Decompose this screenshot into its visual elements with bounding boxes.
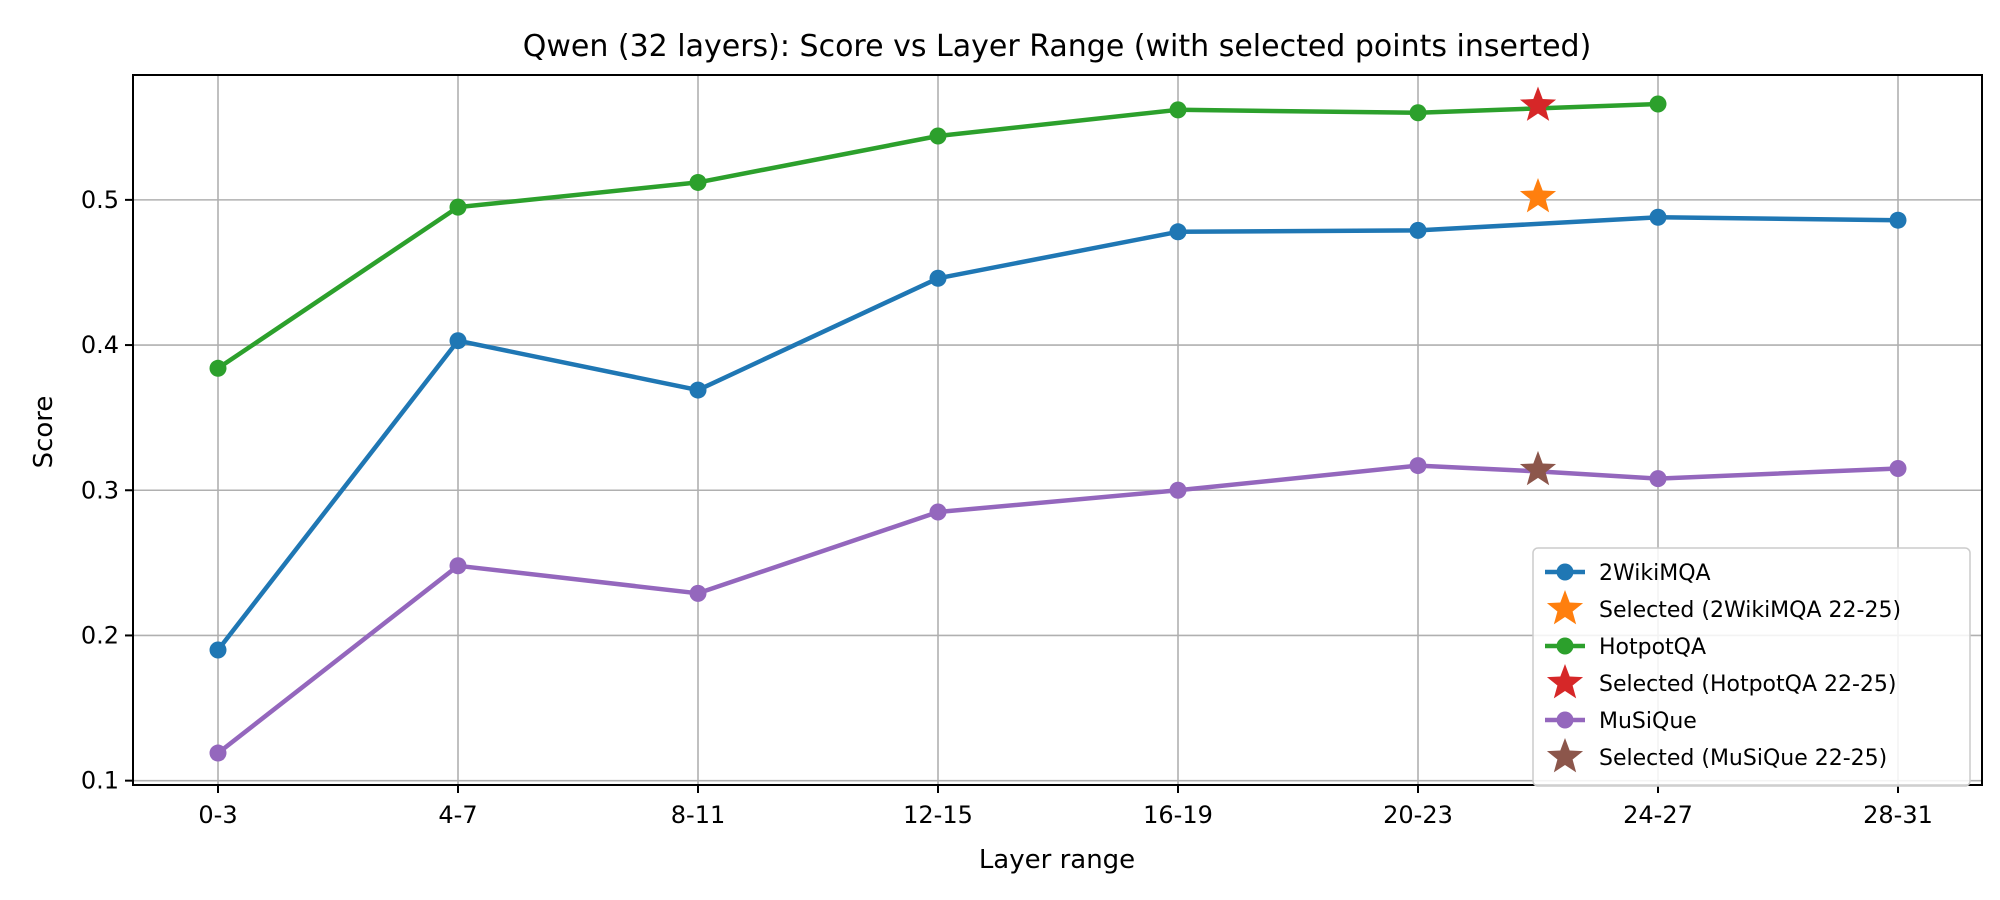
data-point-2wikimqa bbox=[209, 641, 227, 659]
x-tick-label: 8-11 bbox=[671, 801, 725, 829]
x-tick-label: 16-19 bbox=[1143, 801, 1213, 829]
legend-label: Selected (2WikiMQA 22-25) bbox=[1599, 598, 1901, 623]
y-tick-label: 0.4 bbox=[81, 331, 119, 359]
legend-label: MuSiQue bbox=[1599, 709, 1697, 734]
legend-star-swatch bbox=[1546, 664, 1584, 699]
data-point-2wikimqa bbox=[1889, 211, 1907, 229]
chart-title: Qwen (32 layers): Score vs Layer Range (… bbox=[523, 29, 1592, 64]
y-tick-label: 0.3 bbox=[81, 476, 119, 504]
selected-star-selected-musique-22-25 bbox=[1519, 450, 1557, 486]
data-point-2wikimqa bbox=[1169, 223, 1187, 241]
legend-label: Selected (HotpotQA 22-25) bbox=[1599, 672, 1897, 697]
data-point-2wikimqa bbox=[1409, 221, 1427, 239]
data-point-musique bbox=[1169, 481, 1187, 499]
selected-points bbox=[1519, 86, 1557, 486]
legend-label: Selected (MuSiQue 22-25) bbox=[1599, 746, 1887, 771]
legend-star-swatch bbox=[1546, 590, 1584, 625]
data-point-musique bbox=[209, 744, 227, 762]
data-point-musique bbox=[449, 557, 467, 575]
x-tick-label: 20-23 bbox=[1383, 801, 1453, 829]
data-point-hotpotqa bbox=[1409, 104, 1427, 122]
data-point-2wikimqa bbox=[449, 332, 467, 350]
data-point-2wikimqa bbox=[1649, 208, 1667, 226]
data-point-2wikimqa bbox=[689, 381, 707, 399]
plot-frame bbox=[132, 74, 1983, 786]
series-line-2wikimqa bbox=[216, 215, 1899, 652]
selected-star-selected-hotpotqa-22-25 bbox=[1519, 86, 1557, 121]
data-point-2wikimqa bbox=[929, 269, 947, 287]
data-point-musique bbox=[1649, 470, 1667, 488]
data-point-hotpotqa bbox=[1169, 101, 1187, 119]
data-point-hotpotqa bbox=[689, 173, 707, 191]
x-axis-label: Layer range bbox=[979, 845, 1135, 875]
y-tick-label: 0.5 bbox=[81, 186, 119, 214]
y-tick-label: 0.2 bbox=[81, 621, 119, 649]
series-line-hotpotqa bbox=[216, 101, 1659, 371]
legend-star-swatch bbox=[1546, 738, 1584, 773]
data-point-hotpotqa bbox=[449, 198, 467, 216]
selected-star-selected-2wikimqa-22-25 bbox=[1519, 177, 1557, 213]
legend-label: HotpotQA bbox=[1599, 635, 1706, 660]
data-point-musique bbox=[1409, 457, 1427, 475]
legend: 2WikiMQA Selected (2WikiMQA 22-25) HotpotQ… bbox=[1532, 547, 1971, 787]
x-tick-label: 4-7 bbox=[438, 801, 477, 829]
y-axis-label: Score bbox=[29, 396, 59, 469]
data-point-hotpotqa bbox=[1649, 95, 1667, 113]
x-tick-label: 28-31 bbox=[1863, 801, 1933, 829]
y-tick-label: 0.1 bbox=[81, 767, 119, 795]
legend-circle-swatch bbox=[1556, 637, 1574, 655]
legend-label: 2WikiMQA bbox=[1599, 561, 1711, 586]
legend-box bbox=[1532, 547, 1971, 787]
x-axis-ticks: 0-3 4-7 8-11 12-15 16-19 20-23 24-27 28-31 bbox=[198, 785, 1933, 829]
data-point-hotpotqa bbox=[209, 359, 227, 377]
x-tick-label: 12-15 bbox=[903, 801, 973, 829]
x-tick-label: 24-27 bbox=[1623, 801, 1693, 829]
data-point-musique bbox=[929, 503, 947, 521]
y-axis-ticks: 0.1 0.2 0.3 0.4 0.5 bbox=[81, 186, 133, 795]
series-markers bbox=[209, 95, 1907, 762]
data-point-hotpotqa bbox=[929, 127, 947, 145]
data-point-musique bbox=[1889, 459, 1907, 477]
x-tick-label: 0-3 bbox=[198, 801, 237, 829]
data-point-musique bbox=[689, 584, 707, 602]
legend-circle-swatch bbox=[1556, 711, 1574, 729]
legend-circle-swatch bbox=[1556, 563, 1574, 581]
